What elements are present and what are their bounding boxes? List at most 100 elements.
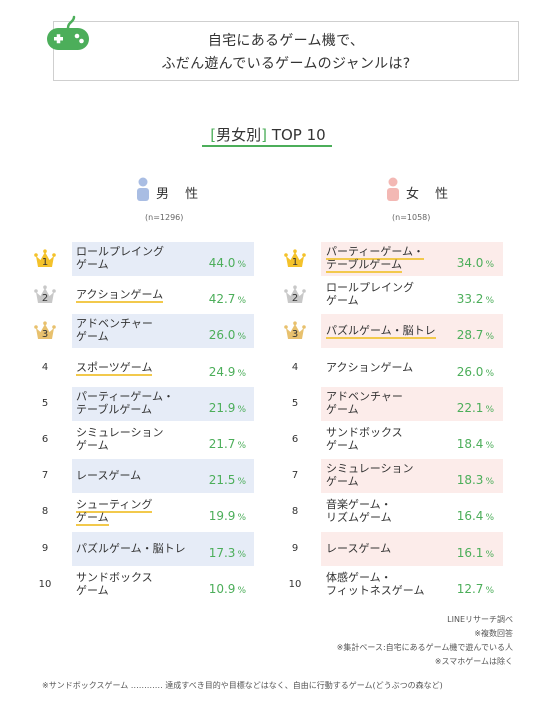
value-number: 26.0 (456, 364, 484, 379)
value-unit: % (237, 404, 246, 415)
female-genre-label: パーティーゲーム・ テーブルゲーム (326, 245, 425, 273)
male-percentage-value: 10.9% (176, 578, 246, 597)
female-percentage-value: 16.4% (424, 505, 494, 524)
value-number: 16.1 (456, 545, 484, 560)
crown-icon: 2 (284, 284, 306, 306)
male-genre-label: シューティング ゲーム (76, 498, 153, 527)
female-percentage-value: 28.7% (424, 324, 494, 343)
crown-icon: 3 (34, 320, 56, 342)
section-label: 男女別 (216, 126, 262, 144)
value-number: 18.3 (456, 473, 484, 488)
female-row-background (321, 386, 503, 421)
male-genre-label: アドベンチャー ゲーム (76, 317, 153, 344)
female-genre-label: 音楽ゲーム・ リズムゲーム (326, 498, 392, 525)
value-number: 44.0 (208, 256, 236, 270)
male-genre-label: パズルゲーム・脳トレ (76, 541, 186, 555)
male-person-icon (137, 177, 149, 201)
footer-note: ※サンドボックスゲーム ………… 達成すべき目的や目標などはなく、自由に行動する… (42, 681, 443, 690)
value-unit: % (485, 368, 494, 379)
male-rank-number: 1 (41, 257, 49, 268)
value-number: 12.7 (456, 581, 484, 596)
male-genre-label: シミュレーション ゲーム (76, 426, 164, 452)
female-percentage-value: 26.0% (424, 361, 494, 380)
value-unit: % (485, 441, 494, 451)
female-rank-number: 8 (291, 506, 299, 518)
male-row-background (72, 459, 254, 494)
value-number: 24.9 (208, 364, 236, 379)
value-number: 17.3 (208, 545, 236, 560)
male-genre-label: サンドボックス ゲーム (76, 570, 153, 597)
male-rank-number: 10 (38, 578, 52, 590)
value-number: 21.9 (208, 400, 236, 415)
male-genre-label: レースゲーム (76, 469, 142, 483)
female-row-background (321, 531, 503, 566)
male-rank-number: 6 (41, 434, 49, 445)
female-percentage-value: 12.7% (424, 578, 494, 597)
female-percentage-value: 18.4% (424, 433, 494, 452)
value-number: 16.4 (456, 509, 484, 524)
female-row-background (321, 314, 503, 349)
male-rank-number: 9 (41, 542, 49, 554)
female-rank-number: 5 (291, 397, 299, 409)
male-percentage-value: 17.3% (176, 542, 246, 561)
value-unit: % (237, 368, 246, 379)
male-sample-size: (n=1296) (145, 213, 184, 222)
female-genre-label: レースゲーム (326, 541, 392, 555)
male-percentage-value: 19.9% (176, 505, 246, 524)
female-rank-number: 3 (291, 329, 299, 341)
value-unit: % (485, 332, 494, 343)
female-genre-label: アクションゲーム (326, 360, 414, 374)
note-line: ※集計ベース:自宅にあるゲーム機で遊んでいる人 (336, 643, 513, 652)
value-unit: % (237, 296, 246, 307)
crown-icon: 1 (34, 248, 56, 270)
crown-icon: 3 (284, 320, 306, 342)
male-rank-number: 3 (41, 329, 49, 341)
crown-icon: 1 (284, 248, 306, 270)
value-number: 26.0 (208, 328, 236, 343)
male-percentage-value: 21.5% (176, 469, 246, 488)
male-rank-number: 2 (41, 293, 49, 305)
value-unit: % (237, 477, 246, 488)
female-label: 女 性 (406, 187, 455, 202)
female-genre-label: アドベンチャー ゲーム (326, 389, 403, 416)
female-rank-number: 6 (291, 434, 299, 445)
value-unit: % (237, 260, 246, 270)
value-number: 10.9 (208, 581, 236, 596)
value-unit: % (237, 332, 246, 343)
value-unit: % (485, 585, 494, 596)
female-genre-label: パズルゲーム・脳トレ (326, 324, 436, 340)
value-unit: % (237, 441, 246, 451)
section-title: [男女別] TOP 10 (0, 124, 536, 145)
female-percentage-value: 34.0% (424, 252, 494, 271)
male-percentage-value: 21.7% (176, 433, 246, 452)
value-number: 22.1 (456, 400, 484, 415)
female-percentage-value: 16.1% (424, 542, 494, 561)
value-unit: % (485, 404, 494, 415)
male-genre-label: スポーツゲーム (76, 360, 153, 376)
value-unit: % (485, 477, 494, 488)
female-percentage-value: 18.3% (424, 469, 494, 488)
value-unit: % (237, 585, 246, 596)
female-percentage-value: 22.1% (424, 397, 494, 416)
male-percentage-value: 26.0% (176, 324, 246, 343)
section-underline (202, 145, 332, 147)
value-number: 42.7 (208, 292, 236, 307)
female-rank-number: 4 (291, 361, 299, 373)
male-rank-number: 8 (41, 506, 49, 518)
crown-icon: 2 (34, 284, 56, 306)
value-unit: % (485, 513, 494, 524)
value-number: 34.0 (456, 256, 484, 270)
male-genre-label: アクションゲーム (76, 288, 164, 304)
male-row-background (72, 314, 254, 349)
value-unit: % (237, 549, 246, 560)
bracket-open: [ (210, 126, 217, 144)
male-percentage-value: 24.9% (176, 361, 246, 380)
female-rank-number: 1 (291, 257, 299, 268)
female-row-background (321, 242, 503, 276)
note-line: ※複数回答 (474, 629, 513, 638)
male-rank-number: 7 (41, 470, 49, 482)
female-rank-number: 9 (291, 542, 299, 554)
male-genre-label: パーティーゲーム・ テーブルゲーム (76, 389, 175, 416)
value-number: 28.7 (456, 328, 484, 343)
value-unit: % (485, 260, 494, 270)
